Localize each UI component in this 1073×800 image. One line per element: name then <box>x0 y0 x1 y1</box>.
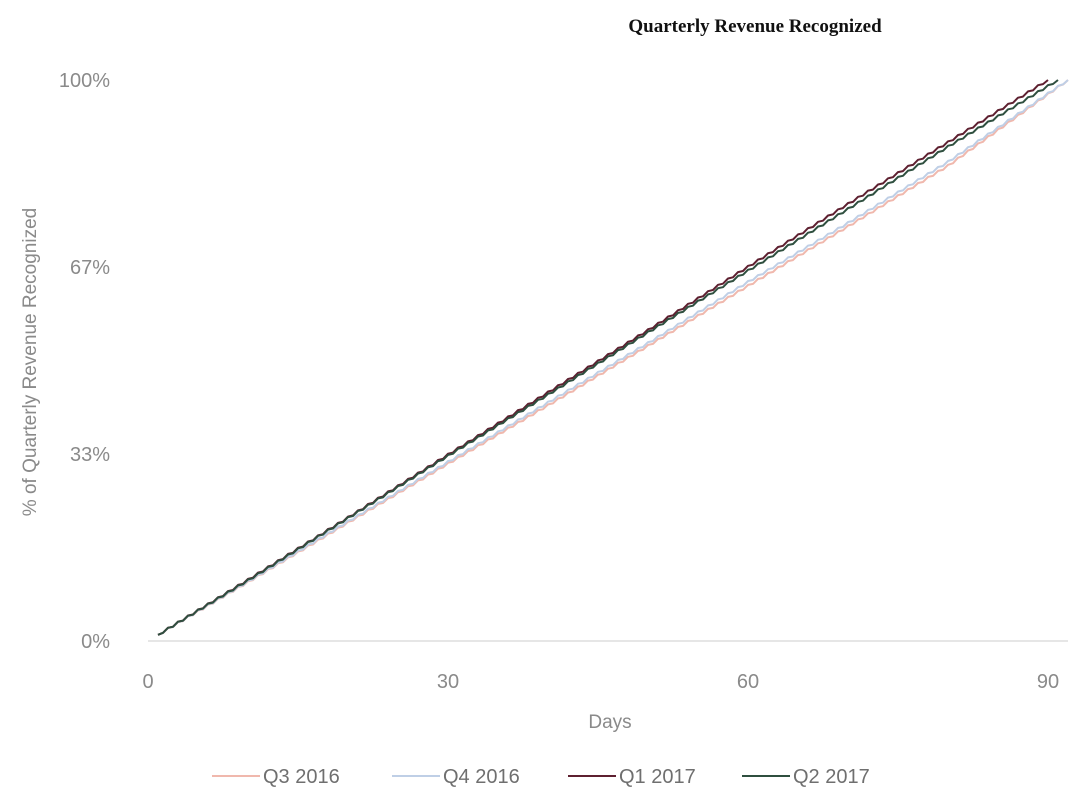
y-ticks: 0% 33% 67% 100% <box>59 70 110 653</box>
x-tick-label: 30 <box>437 671 459 693</box>
y-tick-label: 0% <box>81 631 110 653</box>
x-tick-label: 60 <box>737 671 759 693</box>
x-axis-label: Days <box>588 712 631 733</box>
x-ticks: 0 30 60 90 <box>142 671 1059 693</box>
series-lines <box>157 79 1069 636</box>
chart-title: Quarterly Revenue Recognized <box>628 16 882 37</box>
y-axis-label: % of Quarterly Revenue Recognized <box>20 208 41 516</box>
legend-label: Q3 2016 <box>263 766 340 788</box>
series-line-q4-2016 <box>157 79 1069 636</box>
legend: Q3 2016 Q4 2016 Q1 2017 Q2 2017 <box>212 766 870 788</box>
series-line-q2-2017 <box>157 79 1059 636</box>
y-tick-label: 100% <box>59 70 110 92</box>
legend-label: Q2 2017 <box>793 766 870 788</box>
y-tick-label: 33% <box>70 444 110 466</box>
y-axis-label-group: % of Quarterly Revenue Recognized <box>20 208 41 516</box>
x-tick-label: 0 <box>142 671 153 693</box>
y-tick-label: 67% <box>70 257 110 279</box>
legend-label: Q1 2017 <box>619 766 696 788</box>
legend-label: Q4 2016 <box>443 766 520 788</box>
series-line-q1-2017 <box>157 79 1049 636</box>
x-tick-label: 90 <box>1037 671 1059 693</box>
